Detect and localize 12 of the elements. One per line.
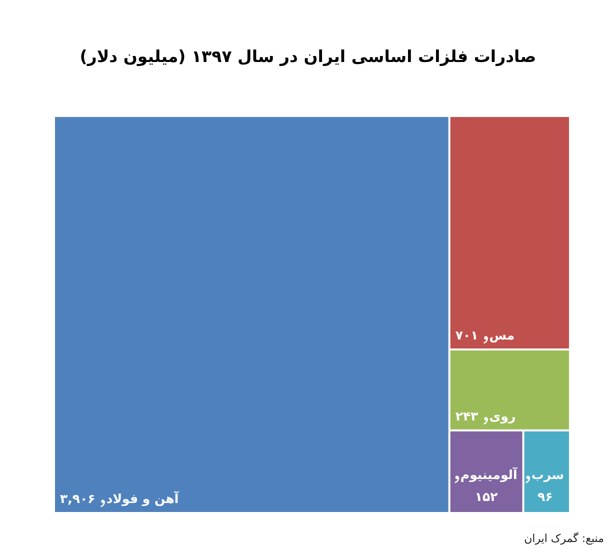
text: منبع: گمرک ایران — [524, 532, 604, 545]
category-label: آهن و فولاد — [106, 491, 180, 507]
category-label: آلومینیوم — [460, 467, 518, 483]
data-label: ۲۴۳ — [455, 408, 479, 424]
text: صادرات فلزات اساسی ایران در سال ۱۳۹۷ (میلیون دلار) — [80, 47, 536, 67]
category-label: مس — [489, 327, 515, 344]
data-label: ۹۶ — [538, 489, 553, 504]
data-label: ۱۵۲ — [474, 489, 498, 504]
category-label: سرب — [531, 467, 564, 483]
category-label: روی — [489, 408, 516, 424]
data-label: ۳,۹۰۶ — [60, 491, 96, 506]
data-label: ۷۰۱ — [455, 327, 478, 342]
